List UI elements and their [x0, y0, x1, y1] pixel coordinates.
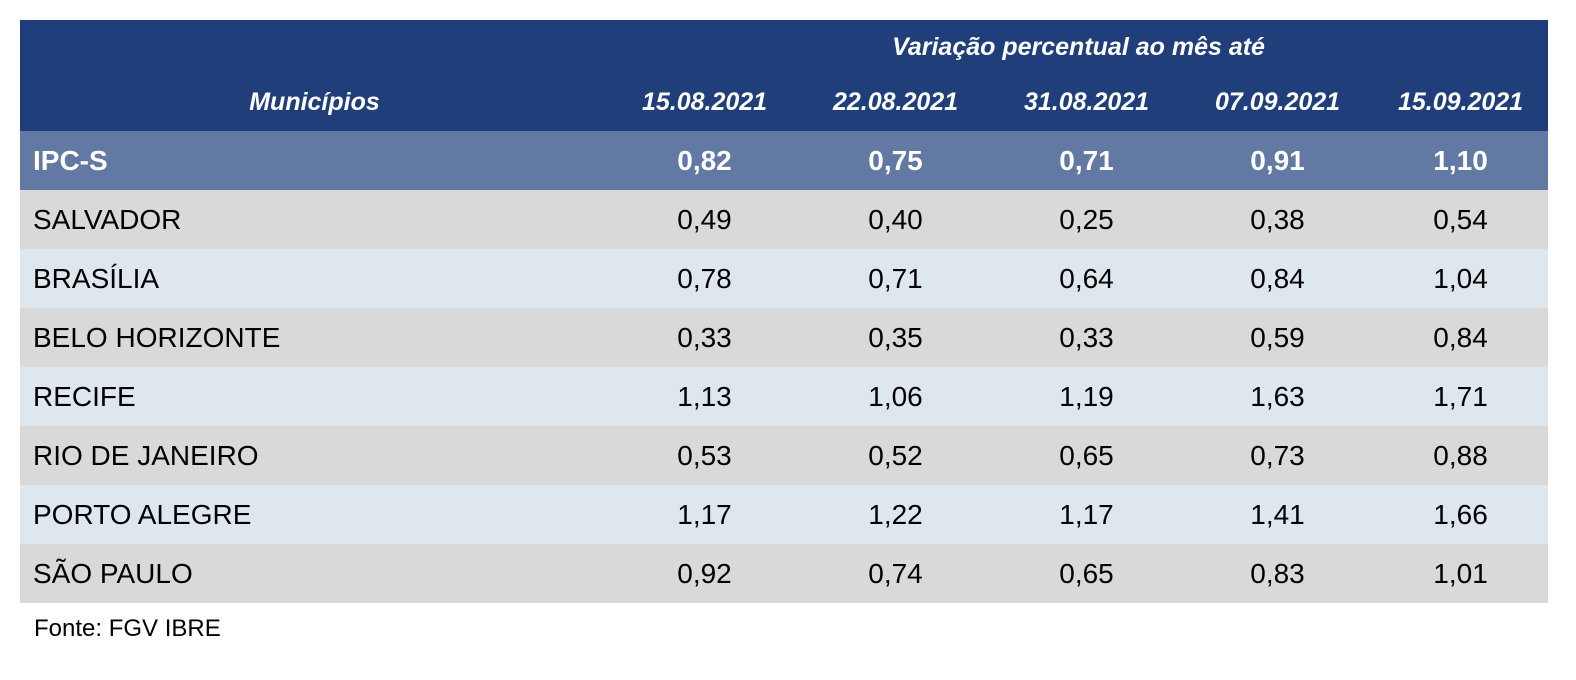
header-row-columns: Municípios 15.08.2021 22.08.2021 31.08.2…: [20, 74, 1549, 131]
row-value: 1,01: [1373, 544, 1549, 603]
table-row: SALVADOR 0,49 0,40 0,25 0,38 0,54: [20, 190, 1549, 249]
row-value: 1,17: [991, 485, 1182, 544]
row-value: 1,66: [1373, 485, 1549, 544]
row-value: 0,74: [800, 544, 991, 603]
row-value: 0,54: [1373, 190, 1549, 249]
header-date: 15.08.2021: [609, 74, 800, 131]
table-row: RECIFE 1,13 1,06 1,19 1,63 1,71: [20, 367, 1549, 426]
table-row: BRASÍLIA 0,78 0,71 0,64 0,84 1,04: [20, 249, 1549, 308]
row-value: 1,63: [1182, 367, 1373, 426]
header-date: 22.08.2021: [800, 74, 991, 131]
row-value: 0,25: [991, 190, 1182, 249]
row-value: 0,52: [800, 426, 991, 485]
row-value: 0,84: [1182, 249, 1373, 308]
row-name: RIO DE JANEIRO: [20, 426, 609, 485]
row-value: 1,22: [800, 485, 991, 544]
row-name: SALVADOR: [20, 190, 609, 249]
row-name: BELO HORIZONTE: [20, 308, 609, 367]
row-value: 0,65: [991, 544, 1182, 603]
header-row-supertitle: Variação percentual ao mês até: [20, 20, 1549, 74]
row-value: 1,41: [1182, 485, 1373, 544]
row-value: 0,59: [1182, 308, 1373, 367]
row-value: 0,49: [609, 190, 800, 249]
row-name: BRASÍLIA: [20, 249, 609, 308]
row-value: 0,83: [1182, 544, 1373, 603]
row-value: 0,53: [609, 426, 800, 485]
table-body: IPC-S 0,82 0,75 0,71 0,91 1,10 SALVADOR …: [20, 131, 1549, 603]
row-value: 0,64: [991, 249, 1182, 308]
header-empty-cell: [20, 20, 609, 74]
header-supertitle: Variação percentual ao mês até: [609, 20, 1549, 74]
row-value: 0,78: [609, 249, 800, 308]
row-value: 1,19: [991, 367, 1182, 426]
row-value: 1,17: [609, 485, 800, 544]
row-value: 0,88: [1373, 426, 1549, 485]
row-value: 1,13: [609, 367, 800, 426]
ipc-table-container: Variação percentual ao mês até Município…: [20, 20, 1549, 603]
row-value: 0,65: [991, 426, 1182, 485]
row-value: 0,71: [991, 131, 1182, 190]
source-note: Fonte: FGV IBRE: [34, 615, 221, 642]
row-value: 0,33: [991, 308, 1182, 367]
header-date: 07.09.2021: [1182, 74, 1373, 131]
row-name: RECIFE: [20, 367, 609, 426]
row-value: 0,92: [609, 544, 800, 603]
table-row: SÃO PAULO 0,92 0,74 0,65 0,83 1,01: [20, 544, 1549, 603]
row-value: 1,71: [1373, 367, 1549, 426]
header-date: 15.09.2021: [1373, 74, 1549, 131]
table-row: BELO HORIZONTE 0,33 0,35 0,33 0,59 0,84: [20, 308, 1549, 367]
row-value: 0,40: [800, 190, 991, 249]
table-row: RIO DE JANEIRO 0,53 0,52 0,65 0,73 0,88: [20, 426, 1549, 485]
table-row-summary: IPC-S 0,82 0,75 0,71 0,91 1,10: [20, 131, 1549, 190]
ipc-table: Variação percentual ao mês até Município…: [20, 20, 1549, 603]
row-value: 0,82: [609, 131, 800, 190]
row-value: 0,73: [1182, 426, 1373, 485]
row-value: 0,91: [1182, 131, 1373, 190]
row-name: PORTO ALEGRE: [20, 485, 609, 544]
header-municipios: Municípios: [20, 74, 609, 131]
row-value: 0,33: [609, 308, 800, 367]
row-value: 1,06: [800, 367, 991, 426]
row-value: 0,71: [800, 249, 991, 308]
row-value: 1,04: [1373, 249, 1549, 308]
row-value: 1,10: [1373, 131, 1549, 190]
row-name: IPC-S: [20, 131, 609, 190]
table-header: Variação percentual ao mês até Município…: [20, 20, 1549, 131]
row-name: SÃO PAULO: [20, 544, 609, 603]
row-value: 0,35: [800, 308, 991, 367]
table-row: PORTO ALEGRE 1,17 1,22 1,17 1,41 1,66: [20, 485, 1549, 544]
row-value: 0,38: [1182, 190, 1373, 249]
row-value: 0,84: [1373, 308, 1549, 367]
header-date: 31.08.2021: [991, 74, 1182, 131]
row-value: 0,75: [800, 131, 991, 190]
